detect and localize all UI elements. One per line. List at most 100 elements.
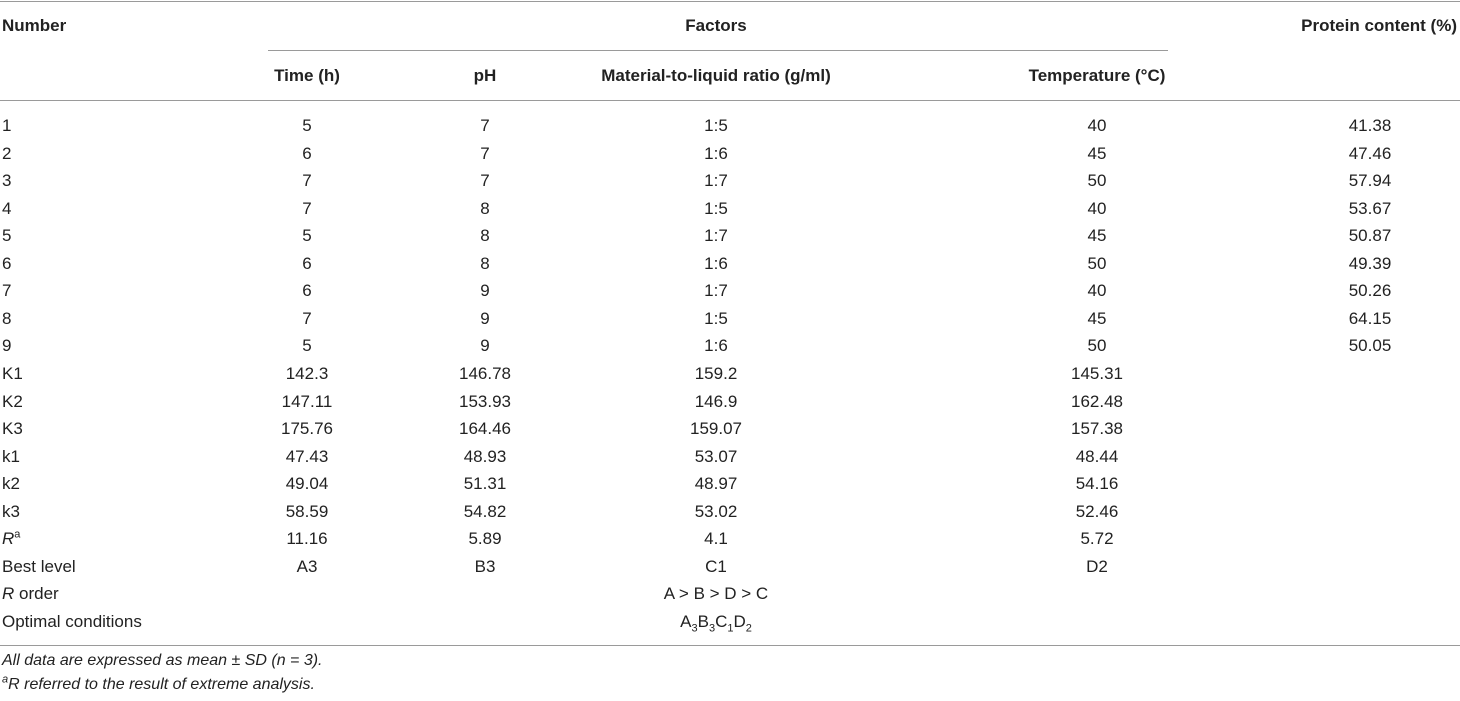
cell: 1:5 [704, 308, 728, 328]
cell: 58.59 [285, 501, 329, 521]
row-label: Ra [2, 529, 20, 549]
cell: 50 [1087, 336, 1107, 356]
cell: 49.39 [1348, 253, 1392, 273]
cell: 5.72 [1080, 529, 1114, 549]
cell: 5 [302, 226, 312, 246]
cell: 8 [480, 253, 490, 273]
cell: A3 [296, 556, 318, 576]
label-text: order [14, 584, 59, 604]
cell: 6 [302, 143, 312, 163]
cell: 7 [480, 116, 490, 135]
cell: 142.3 [285, 363, 329, 383]
row-label: Best level [2, 556, 76, 576]
row-label: 3 [2, 171, 12, 191]
cell: 57.94 [1348, 171, 1392, 191]
cell: 1:7 [704, 281, 728, 301]
cell: A3B3C1D2 [680, 611, 752, 635]
row-label: K2 [2, 391, 23, 411]
cell: 52.46 [1075, 501, 1119, 521]
cell: 147.11 [281, 391, 333, 411]
row-label: 6 [2, 253, 12, 273]
cell: 5.89 [468, 529, 502, 549]
factor-letter: D [733, 611, 746, 631]
row-label: Optimal conditions [2, 611, 142, 631]
cell: 11.16 [286, 529, 328, 549]
cell: 1:6 [704, 336, 728, 356]
row-label: R order [2, 584, 59, 604]
factor-letter: B [697, 611, 709, 631]
cell: 5 [302, 336, 312, 356]
row-label: k3 [2, 501, 20, 521]
cell: 50.87 [1348, 226, 1392, 246]
cell: 7 [302, 308, 312, 328]
row-label: 9 [2, 336, 12, 356]
row-label: k1 [2, 446, 20, 466]
cell: 7 [480, 171, 490, 191]
row-label: 7 [2, 281, 12, 301]
subscript: 3 [691, 622, 698, 635]
cell: C1 [705, 556, 727, 576]
row-label: 2 [2, 143, 12, 163]
column-header: Temperature (°C) [1028, 66, 1166, 85]
cell: 157.38 [1071, 419, 1123, 439]
column-header: Material-to-liquid ratio (g/ml) [601, 66, 831, 85]
row-label: k2 [2, 474, 20, 494]
cell: 48.44 [1075, 446, 1119, 466]
footnote: aR referred to the result of extreme ana… [2, 673, 315, 695]
cell: 49.04 [285, 474, 329, 494]
cell: 8 [480, 198, 490, 218]
rule [0, 645, 1460, 646]
factor-letter: A [680, 611, 692, 631]
row-label: 4 [2, 198, 12, 218]
cell: 146.78 [459, 363, 511, 383]
cell: 1:6 [704, 143, 728, 163]
cell: 47.43 [285, 446, 329, 466]
row-label: K3 [2, 419, 23, 439]
row-label: 8 [2, 308, 12, 328]
cell: 175.76 [281, 419, 333, 439]
subscript: 1 [727, 622, 734, 635]
cell: 53.07 [694, 446, 738, 466]
cell: 153.93 [459, 391, 511, 411]
superscript: a [2, 673, 9, 686]
cell: 162.48 [1071, 391, 1123, 411]
cell: 4.1 [704, 529, 728, 549]
footnote-text: R referred to the result of extreme anal… [8, 676, 315, 693]
rule [0, 100, 1460, 101]
cell: 1:7 [704, 171, 728, 191]
cell: 7 [302, 198, 312, 218]
cell: 1:7 [704, 226, 728, 246]
cell: 50 [1087, 171, 1107, 191]
cell: B3 [474, 556, 496, 576]
row-label: K1 [2, 363, 23, 383]
cell: 51.31 [463, 474, 507, 494]
cell: 41.38 [1348, 116, 1392, 135]
cell: 45 [1087, 226, 1107, 246]
cell: 45 [1087, 308, 1107, 328]
cell: 48.97 [694, 474, 738, 494]
column-header: pH [473, 66, 497, 85]
cell: 6 [302, 253, 312, 273]
cell: 1:5 [704, 198, 728, 218]
cell: 6 [302, 281, 312, 301]
cell: 5 [302, 116, 312, 135]
rule [268, 50, 1168, 51]
row-label: 1 [2, 116, 12, 135]
cell: 40 [1087, 281, 1107, 301]
cell: A > B > D > C [663, 584, 769, 604]
cell: 9 [480, 281, 490, 301]
subscript: 3 [708, 622, 716, 635]
cell: 164.46 [459, 419, 511, 439]
row-label: 5 [2, 226, 12, 246]
cell: 1:5 [704, 116, 728, 135]
cell: 48.93 [463, 446, 507, 466]
cell: 40 [1087, 116, 1107, 135]
cell: D2 [1086, 556, 1108, 576]
cell: 50 [1087, 253, 1107, 273]
cell: 64.15 [1348, 308, 1392, 328]
cell: 9 [480, 336, 490, 356]
cell: 50.26 [1348, 281, 1392, 301]
cell: 40 [1087, 198, 1107, 218]
cell: 159.2 [694, 363, 738, 383]
superscript: a [14, 528, 21, 541]
